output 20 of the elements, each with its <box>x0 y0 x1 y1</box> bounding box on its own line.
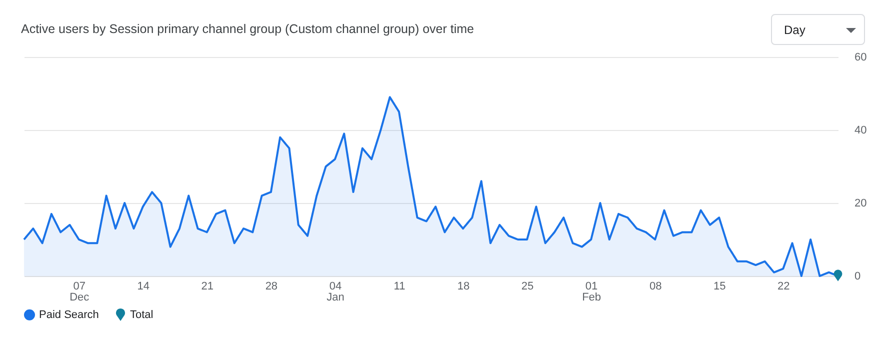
y-tick-label: 20 <box>854 198 867 210</box>
x-tick-label: 14 <box>137 280 150 292</box>
legend-label: Paid Search <box>39 308 99 321</box>
legend-label: Total <box>130 308 154 321</box>
x-tick-label: 07 Dec <box>70 280 90 304</box>
x-tick-label: 01 Feb <box>582 280 602 304</box>
y-tick-label: 0 <box>854 270 861 282</box>
chart-title: Active users by Session primary channel group (Custom channel group) over time <box>21 22 474 36</box>
x-tick-label: 04 Jan <box>326 280 344 304</box>
y-tick-label: 60 <box>854 52 867 64</box>
dropdown: Day <box>771 14 865 45</box>
x-tick-label: 28 <box>265 280 278 292</box>
x-tick-label: 25 <box>521 280 534 292</box>
x-tick-label: 18 <box>457 280 470 292</box>
x-tick-label: 21 <box>201 280 214 292</box>
x-tick-label: 15 <box>713 280 726 292</box>
x-tick-label: 22 <box>778 280 790 292</box>
y-tick-label: 40 <box>854 124 867 136</box>
x-tick-label: 08 <box>649 280 662 292</box>
x-tick-label: 11 <box>394 280 406 292</box>
